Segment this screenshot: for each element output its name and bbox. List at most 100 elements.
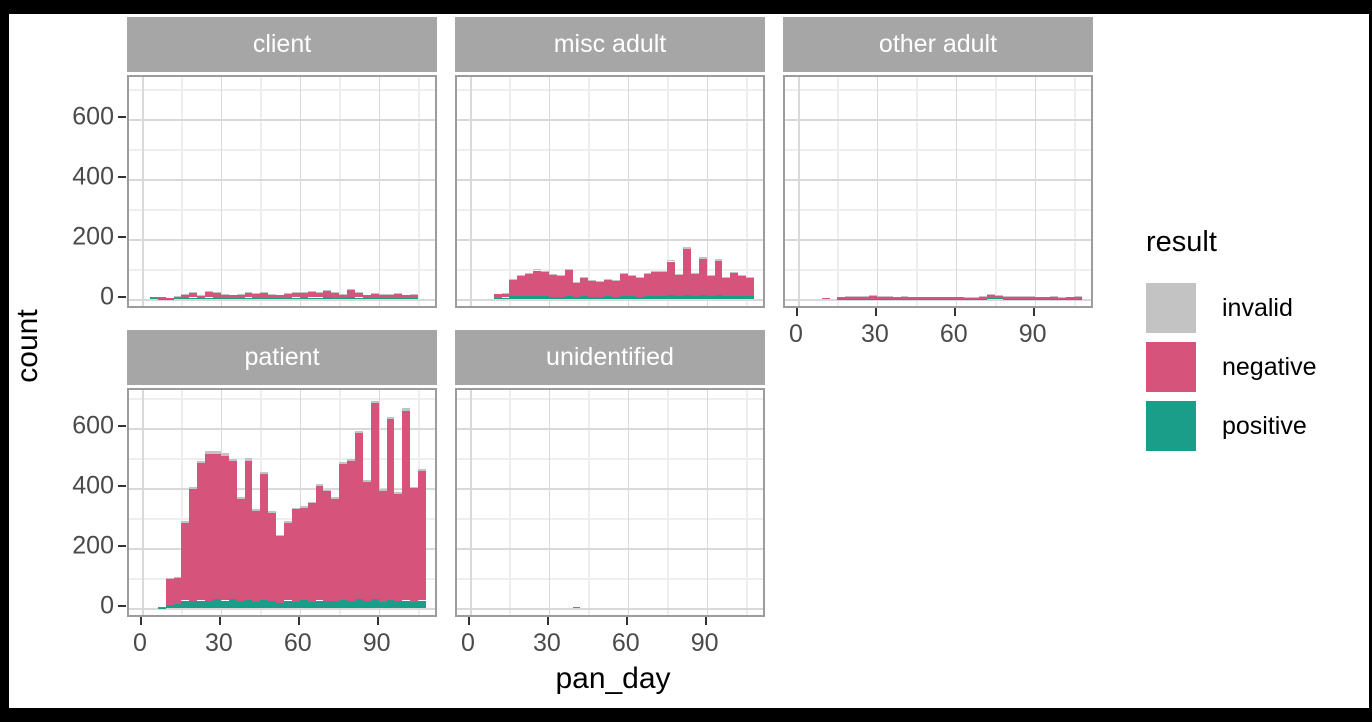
histogram-bar-negative [955,297,964,299]
facet-strip-other-adult: other adult [783,17,1093,72]
histogram-bar-positive [347,601,355,608]
histogram-bar-positive [517,296,526,299]
histogram-bar-positive [378,602,387,608]
histogram-bar-negative [394,293,403,298]
histogram-bar-negative [149,296,158,299]
histogram-bar-positive [572,296,581,299]
gridline-minor-x [509,390,511,615]
histogram-bar-positive [228,599,237,608]
histogram-bar-negative [627,275,636,297]
histogram-bar-positive [268,298,277,299]
histogram-bar-positive [604,296,612,299]
histogram-bar-invalid [347,459,355,461]
histogram-bar-invalid [564,269,573,271]
histogram-bar-invalid [690,272,699,274]
histogram-bar-invalid [394,492,403,494]
histogram-bar-positive [260,297,269,299]
histogram-bar-negative [260,473,269,600]
histogram-bar-negative [675,274,683,297]
histogram-bar-positive [493,297,502,299]
histogram-bar-negative [580,277,589,297]
histogram-bar-invalid [284,521,292,523]
y-tick-mark [118,296,126,298]
histogram-bar-negative [612,280,620,297]
legend-swatch-invalid [1146,283,1196,333]
histogram-bar-positive [189,297,198,299]
histogram-bar-negative [252,293,261,298]
histogram-bar-positive [315,297,324,299]
x-tick-label: 0 [789,320,803,348]
y-tick-label: 200 [72,531,114,560]
histogram-bar-positive [268,601,277,608]
histogram-bar-invalid [651,271,660,273]
gridline-major-x [1034,77,1037,306]
histogram-bar-invalid [378,488,387,491]
histogram-bar-negative [564,270,573,296]
histogram-bar-invalid [339,461,348,464]
histogram-bar-invalid [291,291,300,293]
histogram-bar-positive [746,296,755,299]
x-tick-label: 60 [611,629,640,657]
histogram-bar-positive [323,297,332,299]
histogram-bar-positive [252,297,261,299]
histogram-bar-negative [738,275,747,296]
gridline-major-x [220,77,223,306]
histogram-bar-positive [501,297,510,299]
histogram-bar-invalid [291,507,300,509]
histogram-bar-negative [181,293,190,298]
histogram-bar-positive [276,602,284,608]
histogram-bar-invalid [189,291,198,293]
x-tick-mark [796,308,798,316]
histogram-bar-positive [394,601,403,608]
x-tick-mark [140,617,142,625]
histogram-bar-negative [690,273,699,296]
y-axis-title: count [11,309,44,383]
gridline-major-x [548,390,551,615]
y-tick-mark [118,116,126,118]
histogram-bar-negative [331,498,340,601]
histogram-bar-positive [339,298,348,299]
histogram-bar-positive [533,296,541,299]
histogram-bar-negative [987,294,996,299]
gridline-minor-x [260,77,262,306]
histogram-bar-invalid [541,271,549,273]
histogram-bar-invalid [205,450,213,454]
histogram-bar-negative [683,248,691,296]
histogram-bar-invalid [323,489,332,492]
histogram-bar-negative [205,291,213,298]
gridline-minor-x [339,77,341,306]
histogram-bar-invalid [556,275,565,276]
histogram-bar-positive [509,296,518,299]
x-tick-mark [953,308,956,316]
gridline-major-x [142,390,144,615]
histogram-bar-invalid [659,270,668,272]
y-tick-mark [118,485,126,487]
histogram-bar-negative [533,270,541,296]
histogram-bar-negative [932,297,940,299]
histogram-bar-negative [157,297,166,299]
histogram-bar-invalid [517,274,526,276]
histogram-bar-negative [355,433,363,599]
gridline-minor-x [667,77,669,306]
facet-strip-label: patient [244,343,320,371]
histogram-bar-positive [410,297,419,299]
histogram-bar-invalid [722,277,731,278]
histogram-bar-positive [619,296,628,299]
histogram-bar-positive [291,297,300,299]
gridline-major-x [378,77,381,306]
histogram-bar-invalid [323,290,332,291]
histogram-bar-negative [370,293,379,298]
histogram-bar-positive [252,602,261,608]
histogram-bar-positive [181,600,190,608]
histogram-bar-positive [596,296,605,299]
histogram-bar-positive [667,295,676,299]
histogram-bar-negative [1058,296,1067,299]
histogram-bar-negative [165,578,174,605]
x-tick-label: 30 [532,629,561,657]
histogram-bar-negative [197,294,206,299]
gridline-minor-y [457,209,763,211]
facet-panel-unidentified [455,388,765,617]
facet-panel-other-adult [783,75,1093,308]
histogram-bar-negative [876,296,885,299]
histogram-bar-invalid [370,401,379,404]
